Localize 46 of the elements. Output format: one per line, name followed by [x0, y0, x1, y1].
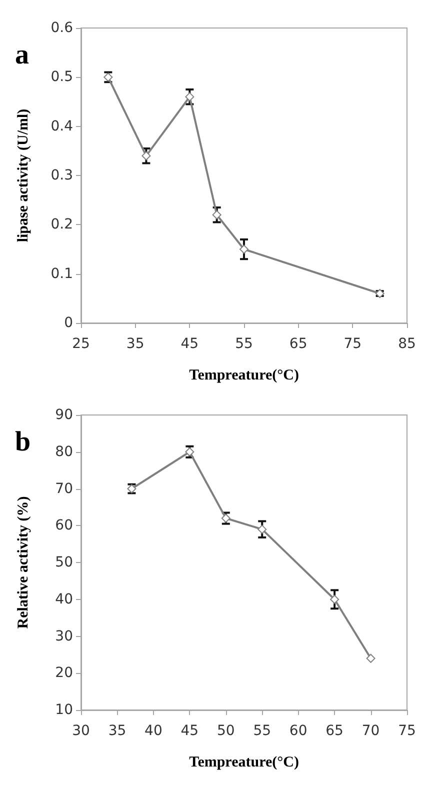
y-tick-label: 0.6 — [50, 20, 74, 36]
y-tick-label: 20 — [55, 665, 73, 682]
y-tick-label: 40 — [55, 591, 73, 608]
x-tick-label: 45 — [180, 723, 199, 739]
y-tick-label: 50 — [55, 554, 73, 570]
y-tick-label: 10 — [55, 702, 73, 718]
point — [366, 654, 376, 663]
y-axis-title: lipase activity (U/ml) — [16, 108, 32, 242]
x-axis-title: Tempreature(°C) — [189, 754, 299, 770]
point — [185, 92, 194, 102]
x-tick-label: 35 — [126, 336, 144, 352]
x-tick-label: 55 — [235, 336, 253, 352]
y-tick-label: 0.4 — [50, 118, 74, 134]
x-tick-label: 50 — [216, 723, 235, 739]
x-tick-label: 75 — [344, 336, 362, 352]
point — [212, 210, 222, 220]
y-tick-label: 60 — [55, 518, 73, 534]
chart-title: a — [15, 40, 29, 70]
chart-title: b — [15, 426, 31, 458]
point — [240, 244, 248, 254]
x-tick-label: 85 — [398, 336, 416, 352]
y-tick-label: 70 — [55, 480, 73, 497]
x-tick-label: 35 — [108, 723, 126, 739]
x-tick-label: 40 — [144, 723, 162, 739]
y-tick-label: 30 — [55, 628, 73, 644]
x-tick-label: 65 — [326, 723, 344, 739]
x-axis-title: Tempreature(°C) — [189, 368, 299, 384]
y-tick-label: 0.1 — [50, 266, 73, 282]
y-tick-label: 0.3 — [50, 168, 73, 184]
y-tick-label: 0.5 — [50, 69, 73, 86]
x-tick-label: 45 — [180, 336, 199, 352]
x-tick-label: 75 — [398, 723, 416, 739]
x-tick-label: 30 — [72, 723, 90, 739]
x-tick-label: 55 — [253, 723, 272, 739]
y-tick-label: 80 — [55, 444, 73, 460]
x-tick-label: 70 — [362, 723, 380, 739]
point — [258, 524, 267, 534]
y-tick-label: 0 — [64, 315, 73, 331]
x-tick-label: 60 — [289, 723, 308, 739]
x-tick-label: 25 — [72, 336, 90, 352]
x-tick-label: 65 — [289, 336, 308, 352]
y-tick-label: 90 — [55, 407, 73, 423]
point — [142, 151, 151, 160]
point — [330, 594, 340, 604]
y-axis-title: Relative activity (%) — [16, 496, 32, 629]
y-tick-label: 0.2 — [50, 216, 73, 233]
